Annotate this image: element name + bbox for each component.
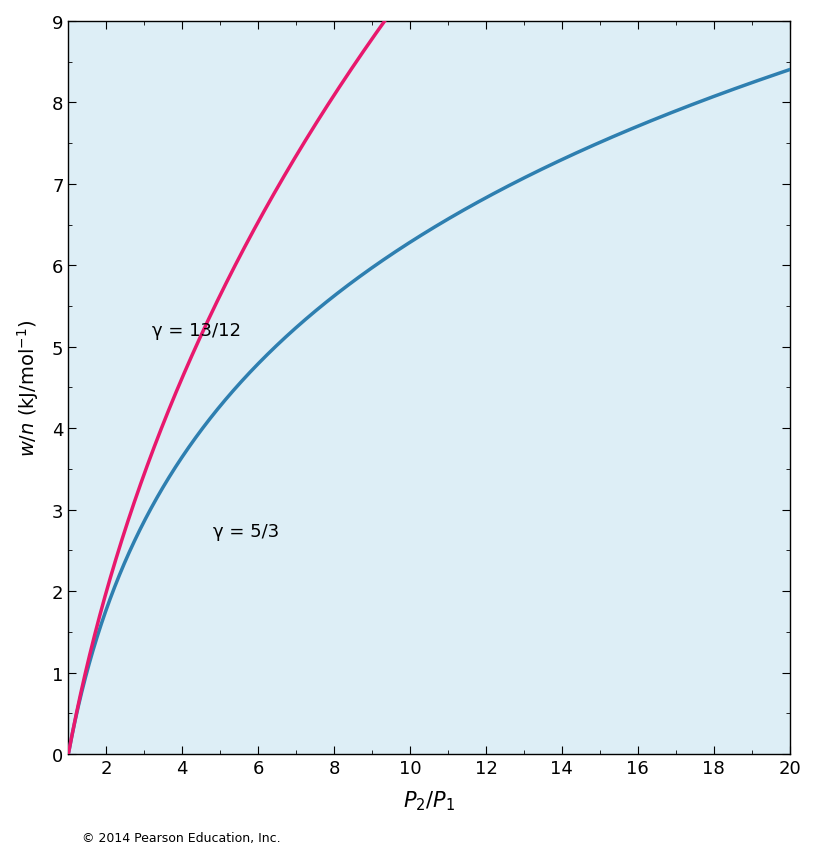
Text: © 2014 Pearson Education, Inc.: © 2014 Pearson Education, Inc. — [82, 831, 280, 844]
Text: γ = 5/3: γ = 5/3 — [213, 523, 279, 540]
X-axis label: $P_2/P_1$: $P_2/P_1$ — [403, 788, 455, 812]
Text: γ = 13/12: γ = 13/12 — [152, 321, 241, 339]
Y-axis label: $w/n$ (kJ/mol$^{-1}$): $w/n$ (kJ/mol$^{-1}$) — [15, 319, 41, 456]
